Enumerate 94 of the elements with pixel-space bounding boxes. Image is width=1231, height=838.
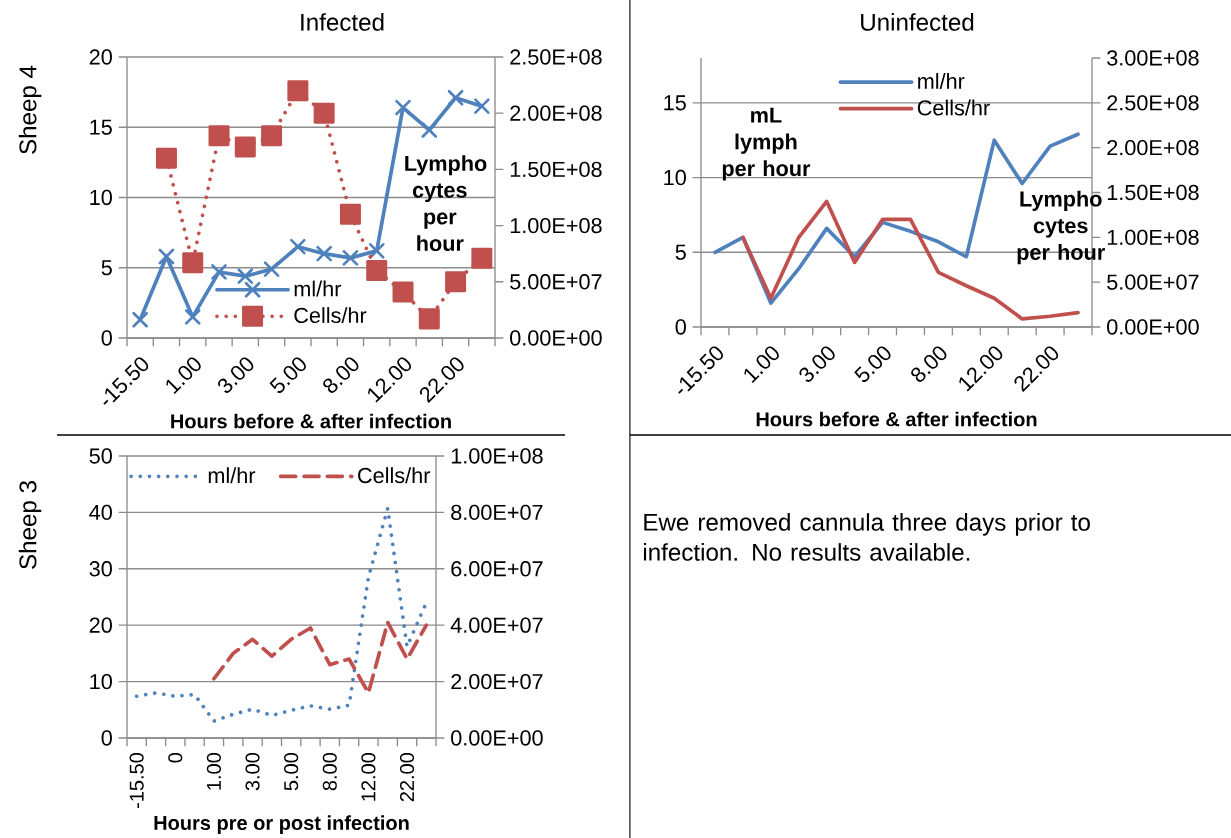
x-tick-label: 22.00 xyxy=(399,752,415,802)
point xyxy=(261,125,283,147)
y2-tick-label: 4.00E+07 xyxy=(450,617,543,633)
x-axis-title: Hours before & after infection xyxy=(756,411,1037,427)
point xyxy=(339,203,361,225)
y2-tick-label: 2.00E+08 xyxy=(1107,139,1199,156)
y-tick-label: 0 xyxy=(101,730,112,746)
point xyxy=(447,89,464,106)
point xyxy=(237,268,254,284)
point xyxy=(316,245,332,262)
x-tick-label: 5.00 xyxy=(284,752,299,791)
y2-tick-label: 1.00E+08 xyxy=(451,448,543,464)
point xyxy=(182,252,204,274)
legend-label: ml/hr xyxy=(208,467,256,484)
point xyxy=(158,248,175,265)
point xyxy=(234,136,256,158)
y2-tick-label: 2.00E+07 xyxy=(451,673,543,690)
point xyxy=(421,122,438,138)
y2-axis-title: Lympho cytes per hour xyxy=(405,155,487,252)
x-tick-label: 8.00 xyxy=(911,346,947,382)
y-tick-label: 40 xyxy=(89,504,112,521)
legend-label: ml/hr xyxy=(918,73,965,89)
point xyxy=(445,271,467,293)
x-tick-label: 1.00 xyxy=(206,752,221,790)
y2-tick-label: 2.50E+08 xyxy=(1107,95,1199,111)
x-tick-label: -15.50 xyxy=(129,752,144,809)
y-tick-label: 0 xyxy=(101,330,112,346)
x-axis-title: Hours before & after infection xyxy=(171,413,451,429)
text: Sheep 3 xyxy=(18,481,42,569)
y2-tick-label: 5.00E+07 xyxy=(510,274,602,290)
point xyxy=(366,260,388,282)
y-tick-label: 5 xyxy=(101,260,112,276)
x-tick-label: 3.00 xyxy=(245,752,260,791)
legend-label: Cells/hr xyxy=(294,307,367,324)
point xyxy=(263,261,280,277)
point xyxy=(208,125,230,147)
x-tick-label: 0 xyxy=(168,752,183,763)
line-series xyxy=(134,506,429,723)
point xyxy=(392,281,414,303)
y-axis-title: mL lymph per hour xyxy=(722,107,811,181)
y-tick-label: 10 xyxy=(664,169,686,186)
legend-label: Cells/hr xyxy=(917,99,990,116)
point xyxy=(342,250,359,266)
point xyxy=(132,311,148,328)
point xyxy=(287,80,309,102)
y2-tick-label: 2.50E+08 xyxy=(510,49,602,65)
y2-tick-label: 1.50E+08 xyxy=(1107,184,1199,201)
point xyxy=(155,147,177,169)
point xyxy=(418,308,440,330)
y2-tick-label: 3.00E+08 xyxy=(1107,50,1199,66)
y-tick-label: 0 xyxy=(675,319,686,335)
line-series xyxy=(212,620,429,695)
x-tick-label: 5.00 xyxy=(269,357,306,393)
y-tick-label: 50 xyxy=(89,448,112,464)
y-tick-label: 20 xyxy=(89,49,112,65)
text: Sheep 4 xyxy=(18,65,42,154)
x-tick-label: 3.00 xyxy=(218,357,254,393)
x-axis-title: Hours pre or post infection xyxy=(154,815,409,835)
y2-tick-label: 5.00E+07 xyxy=(1107,274,1199,290)
y-tick-label: 20 xyxy=(89,617,112,633)
chart-title: Uninfected xyxy=(861,13,974,31)
y2-tick-label: 1.50E+08 xyxy=(510,161,602,178)
y2-tick-label: 0.00E+00 xyxy=(510,330,602,346)
y-tick-label: 15 xyxy=(90,119,112,135)
y2-tick-label: 2.00E+08 xyxy=(510,105,602,121)
legend-label: Cells/hr xyxy=(358,467,431,484)
y2-axis-title: Lympho cytes per hour xyxy=(1017,190,1105,265)
y2-tick-label: 0.00E+00 xyxy=(451,730,543,746)
y2-tick-label: 1.00E+08 xyxy=(1107,229,1199,245)
point xyxy=(395,99,411,116)
point xyxy=(184,309,201,325)
x-tick-label: 5.00 xyxy=(854,346,891,382)
point xyxy=(368,243,385,259)
point xyxy=(211,264,227,280)
point xyxy=(474,98,490,114)
chart-title: Infected xyxy=(301,13,384,31)
point xyxy=(290,238,306,255)
y2-tick-label: 1.00E+08 xyxy=(510,217,602,234)
x-tick-label: 12.00 xyxy=(361,752,376,801)
y-tick-label: 15 xyxy=(664,95,686,111)
x-tick-label: 8.00 xyxy=(322,752,337,791)
y-tick-label: 30 xyxy=(89,561,112,577)
y2-tick-label: 8.00E+07 xyxy=(451,504,543,521)
y2-tick-label: 6.00E+07 xyxy=(451,561,543,577)
y-tick-label: 10 xyxy=(90,673,112,690)
y2-tick-label: 0.00E+00 xyxy=(1107,319,1199,335)
point xyxy=(471,247,493,269)
y-tick-label: 5 xyxy=(675,244,686,260)
legend-label: ml/hr xyxy=(294,280,342,297)
x-tick-label: 3.00 xyxy=(799,346,835,382)
x-tick-label: 8.00 xyxy=(323,357,359,393)
text: Ewe removed cannula three days prior to infection. No results available. xyxy=(643,513,1090,561)
y-tick-label: 10 xyxy=(90,189,112,206)
point xyxy=(313,102,335,124)
